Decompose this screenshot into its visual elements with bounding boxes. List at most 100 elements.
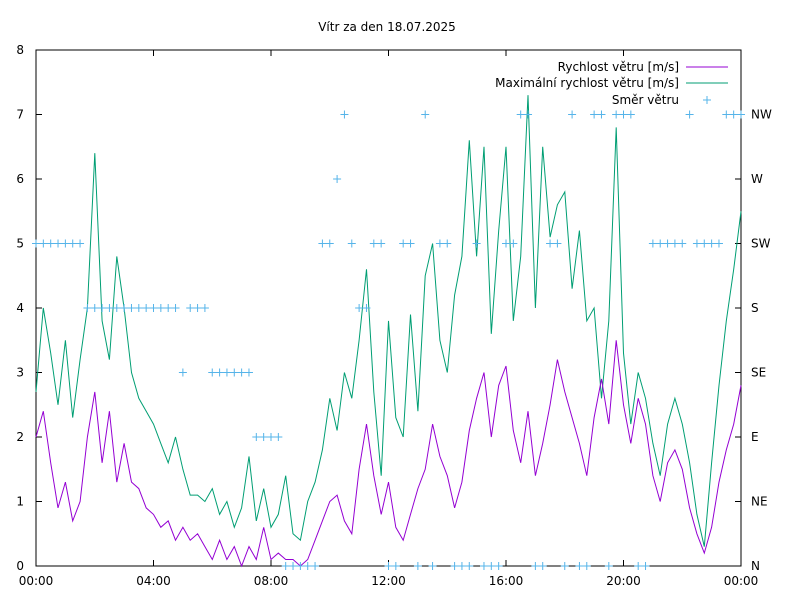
direction-point — [215, 368, 224, 377]
legend-plus-marker — [703, 96, 711, 104]
legend-label-direction: Směr větru — [612, 93, 679, 107]
direction-point — [311, 562, 320, 570]
x-tick-label: 04:00 — [136, 574, 171, 588]
direction-point — [509, 239, 518, 248]
direction-point — [222, 368, 231, 377]
direction-point — [325, 239, 334, 248]
legend-label-gust: Maximální rychlost větru [m/s] — [495, 76, 679, 90]
direction-point — [487, 562, 496, 570]
direction-point — [340, 110, 349, 119]
axis-ticks — [35, 49, 742, 567]
direction-point — [362, 304, 371, 312]
direction-point — [502, 239, 510, 248]
direction-point — [590, 110, 599, 119]
direction-point — [450, 562, 459, 570]
direction-point — [377, 239, 386, 248]
direction-point — [546, 239, 555, 248]
direction-point — [193, 304, 202, 312]
direction-point — [384, 562, 393, 570]
direction-point — [369, 239, 378, 248]
direction-point — [479, 562, 488, 570]
direction-point — [722, 110, 731, 119]
y2-tick-label: NW — [751, 108, 772, 122]
direction-point — [267, 433, 275, 441]
y2-tick-label: S — [751, 301, 759, 315]
legend-swatch-direction — [703, 96, 711, 104]
direction-point — [355, 304, 364, 312]
direction-point — [303, 562, 312, 570]
direction-point — [582, 562, 591, 570]
direction-point — [670, 239, 679, 248]
series-layer — [32, 95, 745, 570]
direction-point — [524, 110, 533, 119]
direction-point — [32, 239, 40, 248]
direction-point — [406, 239, 415, 248]
direction-point — [457, 562, 466, 570]
direction-point — [333, 175, 342, 183]
direction-point — [700, 239, 709, 248]
direction-point — [656, 239, 665, 248]
direction-point — [399, 239, 408, 248]
direction-point — [553, 239, 562, 248]
direction-point — [714, 239, 723, 248]
direction-point — [626, 110, 635, 119]
direction-point — [663, 239, 672, 248]
direction-point — [98, 304, 107, 312]
direction-point — [230, 368, 239, 377]
y-tick-label: 4 — [16, 301, 24, 315]
direction-point — [413, 562, 422, 570]
direction-point — [604, 562, 613, 570]
y-tick-label: 7 — [16, 108, 24, 122]
direction-point — [465, 562, 474, 570]
direction-point — [296, 562, 305, 570]
direction-point — [443, 239, 452, 248]
direction-point — [244, 368, 253, 377]
direction-point — [149, 304, 158, 312]
direction-point — [39, 239, 48, 248]
direction-point — [560, 562, 569, 570]
direction-point — [61, 239, 70, 248]
direction-point — [421, 110, 430, 119]
series-line-speed — [35, 340, 742, 568]
x-tick-label: 08:00 — [254, 574, 289, 588]
direction-point — [692, 239, 701, 248]
direction-point — [597, 110, 606, 119]
direction-point — [428, 562, 437, 570]
x-tick-label: 12:00 — [371, 574, 406, 588]
y2-axis-tick-labels: N NE E SE S SW W NW — [751, 108, 772, 574]
direction-point — [678, 239, 687, 248]
direction-point — [112, 304, 121, 312]
x-tick-label: 00:00 — [724, 574, 759, 588]
legend: Rychlost větru [m/s] Maximální rychlost … — [495, 60, 728, 107]
direction-point — [347, 239, 356, 248]
direction-point — [54, 239, 63, 248]
direction-point — [200, 304, 209, 312]
y2-tick-label: SW — [751, 237, 771, 251]
direction-point — [68, 239, 77, 248]
y-tick-label: 0 — [16, 559, 24, 573]
x-axis-tick-labels: 00:00 04:00 08:00 12:00 16:00 20:00 00:0… — [19, 574, 759, 588]
direction-point — [259, 433, 268, 441]
direction-point — [76, 239, 85, 248]
y-tick-label: 6 — [16, 172, 24, 186]
direction-point — [127, 304, 136, 312]
direction-point — [619, 110, 628, 119]
direction-point — [435, 239, 444, 248]
direction-point — [516, 110, 525, 119]
y-tick-label: 8 — [16, 43, 24, 57]
legend-label-speed: Rychlost větru [m/s] — [558, 60, 679, 74]
direction-point — [494, 562, 503, 570]
direction-point — [568, 110, 577, 119]
direction-point — [83, 304, 92, 312]
direction-point — [729, 110, 738, 119]
direction-point — [612, 110, 621, 119]
direction-point — [105, 304, 114, 312]
y-tick-label: 1 — [16, 495, 24, 509]
y2-tick-label: SE — [751, 366, 766, 380]
y-tick-label: 5 — [16, 237, 24, 251]
direction-point — [538, 562, 547, 570]
direction-point — [46, 239, 55, 248]
direction-point — [575, 562, 584, 570]
y-axis-tick-labels: 0 1 2 3 4 5 6 7 8 — [16, 43, 24, 573]
